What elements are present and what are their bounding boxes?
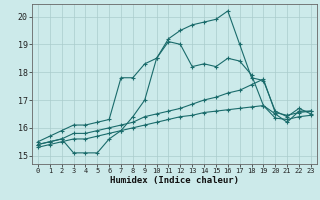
X-axis label: Humidex (Indice chaleur): Humidex (Indice chaleur) [110,176,239,185]
